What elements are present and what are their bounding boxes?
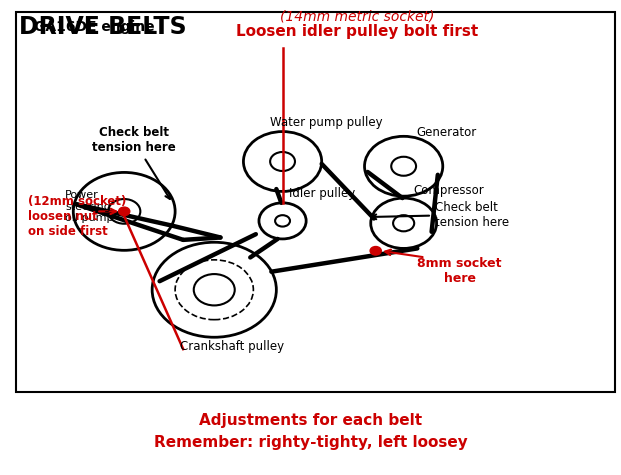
- Text: Idler pulley: Idler pulley: [289, 188, 355, 200]
- Text: Water pump pulley: Water pump pulley: [270, 116, 383, 129]
- Text: Remember: righty-tighty, left loosey: Remember: righty-tighty, left loosey: [153, 435, 468, 450]
- Text: Check belt
tension here: Check belt tension here: [92, 126, 175, 199]
- Circle shape: [370, 247, 381, 255]
- Text: Compressor: Compressor: [413, 184, 484, 197]
- Text: (12mm socket)
loosen nut
on side first: (12mm socket) loosen nut on side first: [28, 195, 126, 238]
- Text: Loosen idler pulley bolt first: Loosen idler pulley bolt first: [236, 24, 478, 39]
- Text: Crankshaft pulley: Crankshaft pulley: [180, 340, 284, 352]
- Text: DRIVE BELTS: DRIVE BELTS: [19, 15, 186, 39]
- FancyBboxPatch shape: [16, 12, 615, 392]
- Text: Adjustments for each belt: Adjustments for each belt: [199, 413, 422, 428]
- Text: Generator: Generator: [416, 126, 476, 139]
- Text: 8mm socket
here: 8mm socket here: [417, 257, 502, 285]
- Text: Power
steering
oil pump: Power steering oil pump: [65, 190, 114, 223]
- Circle shape: [119, 207, 130, 216]
- Text: Check belt
tension here: Check belt tension here: [371, 201, 509, 228]
- Text: GA16DE engine: GA16DE engine: [34, 20, 155, 34]
- Text: (14mm metric socket): (14mm metric socket): [280, 10, 434, 23]
